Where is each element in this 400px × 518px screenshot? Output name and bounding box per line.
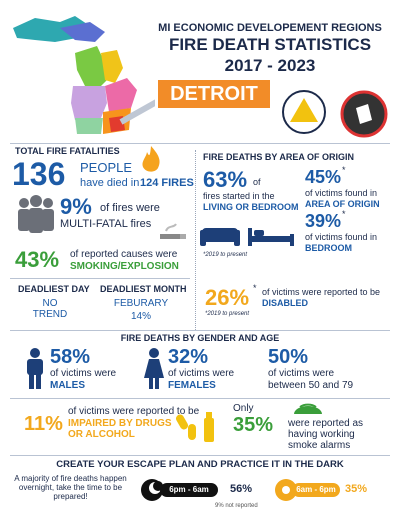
alarms-text: were reported as having working smoke al… (288, 418, 364, 451)
month-heading: DEADLIEST MONTH (100, 284, 187, 294)
disabled-text: of victims were reported to be (262, 287, 381, 297)
section-heading: TOTAL FIRE FATALITIES (15, 146, 120, 156)
living-of: of (253, 177, 261, 187)
escape-text: A majority of fire deaths happen overnig… (14, 474, 127, 501)
bed-label: BEDROOM (305, 243, 352, 253)
impaired-text: of victims were reported to be (68, 406, 200, 417)
cause-label: SMOKING/EXPLOSION (70, 261, 179, 272)
bed-text: of victims found in (305, 232, 378, 242)
couch-bed-icons (200, 228, 294, 246)
years: 2017 - 2023 (224, 56, 316, 75)
people-label: PEOPLE (80, 160, 133, 175)
time-icons (141, 479, 297, 501)
living-pct: 63% (203, 167, 248, 192)
note: *2019 to present (205, 311, 250, 317)
day-label: 6am - 6pm (292, 483, 340, 497)
male-pct: 58% (50, 346, 91, 368)
subtitle: MI ECONOMIC DEVELOPEMENT REGIONS (158, 22, 382, 34)
alarms-only: Only (233, 403, 254, 414)
note: 9% not reported (215, 503, 258, 509)
note: *2019 to present (203, 252, 248, 258)
male-icon (27, 348, 43, 389)
area-label: AREA OF ORIGIN (305, 199, 380, 209)
female-label: FEMALES (168, 380, 216, 391)
age-pct: 50% (268, 346, 309, 368)
section-heading: FIRE DEATHS BY AREA OF ORIGIN (203, 152, 355, 162)
pills-bottle-icon (176, 412, 214, 442)
day-heading: DEADLIEST DAY (18, 284, 90, 294)
month-pct: 14% (130, 311, 151, 322)
cause-pct: 43% (15, 247, 60, 272)
deaths: 136 (12, 156, 66, 192)
day-value: NO TREND (32, 298, 68, 320)
alarms-pct: 35% (233, 414, 274, 436)
impaired-pct: 11% (24, 413, 63, 435)
cigarette-icon (160, 223, 186, 239)
group-icon (18, 195, 54, 233)
disabled-star: * (253, 283, 257, 293)
multi-text: of fires were (100, 202, 160, 214)
age-label: between 50 and 79 (268, 380, 354, 391)
male-label: MALES (50, 380, 85, 391)
living-label: LIVING OR BEDROOM (203, 202, 299, 212)
multi-pct: 9% (60, 194, 92, 219)
logos (282, 90, 388, 138)
night-pct: 56% (230, 483, 253, 495)
smoke-alarm-icon (294, 403, 322, 414)
area-star: * (342, 165, 346, 175)
male-text: of victims were (50, 368, 117, 379)
title: FIRE DEATH STATISTICS (168, 35, 372, 54)
female-pct: 32% (168, 346, 209, 368)
disabled-pct: 26% (205, 285, 250, 310)
section-heading: CREATE YOUR ESCAPE PLAN AND PRACTICE IT … (56, 459, 344, 470)
impaired-label: IMPAIRED BY DRUGS OR ALCOHOL (68, 418, 172, 440)
area-pct: 45% (305, 167, 342, 187)
disabled-label: DISABLED (262, 298, 309, 308)
female-text: of victims were (168, 368, 235, 379)
living-text: fires started in the (203, 191, 275, 201)
cause-text: of reported causes were (70, 249, 178, 260)
fires: 124 FIRES (140, 177, 194, 189)
month-value: FEBURARY (113, 298, 169, 309)
day-pct: 35% (345, 483, 368, 495)
area-text: of victims found in (305, 188, 378, 198)
died-in: have died in (80, 177, 140, 189)
multi-label: MULTI-FATAL fires (60, 218, 152, 230)
michigan-map (13, 16, 155, 134)
female-icon (144, 348, 164, 389)
section-heading: FIRE DEATHS BY GENDER AND AGE (120, 333, 280, 343)
region-badge: DETROIT (158, 80, 270, 108)
age-text: of victims were (268, 368, 335, 379)
night-label: 6pm - 6am (160, 483, 218, 497)
flame-icon (142, 146, 160, 172)
bed-star: * (342, 209, 346, 219)
bed-pct: 39% (305, 211, 342, 231)
